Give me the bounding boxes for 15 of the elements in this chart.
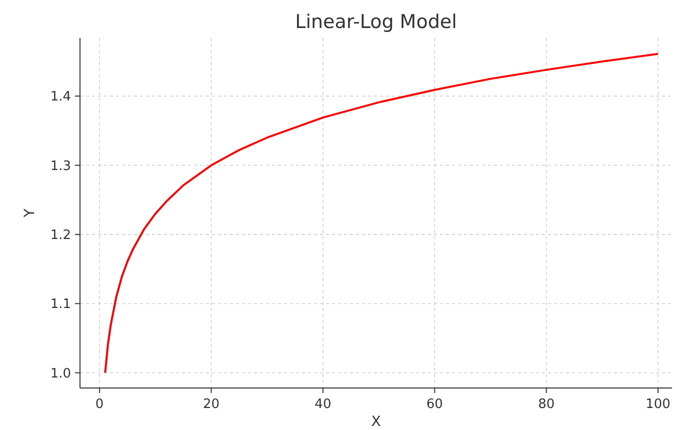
x-tick-label: 60 bbox=[426, 397, 443, 412]
x-tick-label: 80 bbox=[538, 397, 555, 412]
x-tick-label: 20 bbox=[202, 397, 220, 412]
x-axis-title: X bbox=[371, 414, 382, 430]
y-tick-label: 1.4 bbox=[50, 90, 71, 105]
y-tick-label: 1.3 bbox=[50, 158, 71, 174]
x-tick-label: 100 bbox=[646, 397, 670, 412]
y-tick-label: 1.2 bbox=[50, 228, 71, 243]
line-series bbox=[104, 52, 660, 374]
y-tick-label: 1.0 bbox=[50, 366, 71, 382]
x-tick-label: 0 bbox=[95, 397, 104, 412]
y-axis-title: Y bbox=[22, 208, 38, 218]
y-tick-label: 1.1 bbox=[50, 297, 71, 312]
chart-title: Linear-Log Model bbox=[295, 11, 457, 33]
x-tick-label: 40 bbox=[314, 397, 332, 412]
